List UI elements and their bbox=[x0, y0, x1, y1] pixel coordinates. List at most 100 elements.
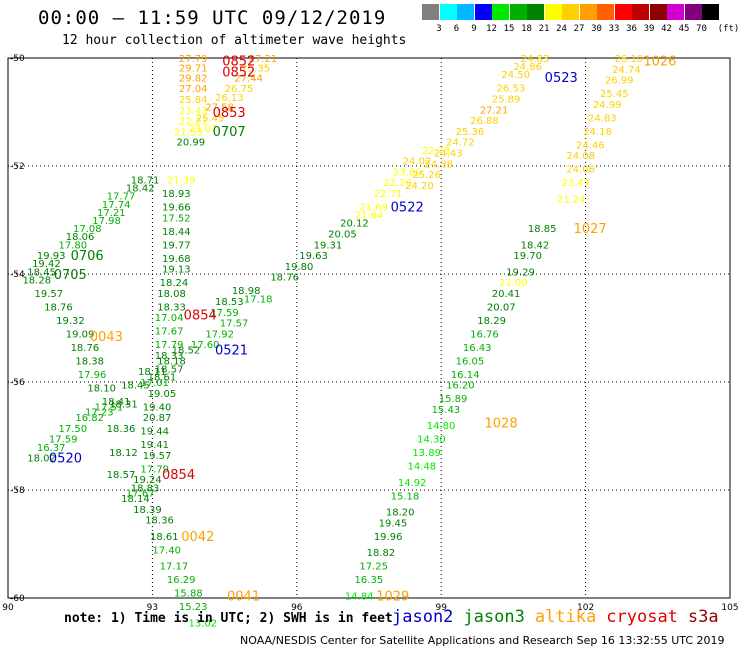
swh-value: 18.44 bbox=[162, 227, 191, 238]
swh-value: 16.14 bbox=[451, 370, 480, 381]
swh-value: 16.37 bbox=[37, 443, 66, 454]
swh-value: 18.76 bbox=[71, 343, 100, 354]
lat-tick-label: -56 bbox=[10, 378, 25, 388]
scale-swatch bbox=[439, 4, 457, 20]
scale-label: 36 bbox=[626, 24, 637, 34]
satellite-legend: jason2 jason3 altika cryosat s3a bbox=[392, 607, 729, 627]
swh-value: 18.83 bbox=[131, 483, 160, 494]
lat-tick-label: -58 bbox=[10, 486, 25, 496]
pass-time-label: 0041 bbox=[227, 589, 260, 604]
scale-label: 15 bbox=[503, 24, 515, 34]
scale-label: 9 bbox=[471, 24, 477, 34]
scale-label: 18 bbox=[521, 24, 532, 34]
swh-value: 18.10 bbox=[87, 383, 116, 394]
scale-swatch bbox=[562, 4, 579, 20]
swh-value: 23.80 bbox=[393, 167, 422, 178]
swh-value: 18.02 bbox=[27, 454, 56, 465]
swh-value: 17.67 bbox=[126, 489, 155, 500]
swh-value: 29.82 bbox=[179, 73, 208, 84]
swh-value: 24.74 bbox=[612, 65, 641, 76]
swh-value: 27.21 bbox=[480, 105, 509, 116]
swh-value: 16.05 bbox=[456, 356, 485, 367]
map-subtitle: 12 hour collection of altimeter wave hei… bbox=[62, 33, 407, 48]
swh-value: 13.89 bbox=[412, 448, 441, 459]
lon-tick-label: 93 bbox=[147, 603, 158, 613]
scale-label: 21 bbox=[538, 24, 550, 34]
lon-tick-label: 96 bbox=[291, 603, 303, 613]
swh-value: 18.57 bbox=[107, 470, 136, 481]
scale-label: 3 bbox=[436, 24, 442, 34]
swh-value: 17.25 bbox=[359, 562, 388, 573]
swh-value: 19.45 bbox=[379, 518, 408, 529]
swh-value: 18.36 bbox=[145, 516, 174, 527]
swh-value: 18.11 bbox=[138, 367, 167, 378]
swh-value: 25.26 bbox=[412, 170, 441, 181]
pass-time-label: 0706 bbox=[71, 249, 104, 264]
swh-value: 17.52 bbox=[162, 213, 191, 224]
swh-value: 24.06 bbox=[566, 165, 595, 176]
swh-value: 23.07 bbox=[189, 124, 218, 135]
pass-time-label: 0852 bbox=[222, 66, 255, 81]
plot-frame bbox=[7, 57, 731, 599]
swh-value: 17.51 bbox=[95, 402, 124, 413]
swh-value: 24.18 bbox=[583, 127, 612, 138]
swh-value: 17.50 bbox=[59, 424, 88, 435]
lat-tick-label: -54 bbox=[10, 270, 25, 280]
swh-value: 21.69 bbox=[359, 203, 388, 214]
swh-value: 19.68 bbox=[162, 254, 191, 265]
swh-value: 24.72 bbox=[446, 138, 475, 149]
lat-tick-label: -52 bbox=[10, 162, 25, 172]
pass-time-label: 0520 bbox=[49, 452, 82, 467]
scale-swatch bbox=[649, 4, 667, 20]
pass-time-label: 0854 bbox=[162, 468, 195, 483]
swh-value: 18.29 bbox=[477, 316, 506, 327]
swh-value: 17.74 bbox=[102, 200, 131, 211]
lon-tick-label: 105 bbox=[721, 603, 738, 613]
lon-tick-label: 99 bbox=[435, 603, 447, 613]
swh-value: 26.13 bbox=[215, 93, 244, 104]
pass-time-label: 1029 bbox=[376, 589, 409, 604]
swh-value: 17.08 bbox=[73, 224, 102, 235]
scale-swatch bbox=[579, 4, 597, 20]
swh-value: 20.12 bbox=[340, 219, 369, 230]
swh-value: 18.61 bbox=[150, 532, 179, 543]
map-title: 00:00 – 11:59 UTC 09/12/2019 bbox=[38, 7, 387, 29]
swh-value: 19.44 bbox=[140, 427, 169, 438]
pass-time-label: 0522 bbox=[391, 201, 424, 216]
swh-value: 18.53 bbox=[215, 297, 244, 308]
swh-value: 15.18 bbox=[391, 491, 420, 502]
swh-value: 18.33 bbox=[157, 302, 186, 313]
scale-swatch bbox=[632, 4, 649, 20]
swh-value: 27.44 bbox=[234, 73, 263, 84]
swh-value: 24.43 bbox=[434, 149, 463, 160]
swh-value: 17.57 bbox=[220, 319, 249, 330]
swh-value: 26.88 bbox=[470, 116, 499, 127]
scale-label: 42 bbox=[661, 24, 672, 34]
swh-value: 20.99 bbox=[176, 138, 205, 149]
swh-value: 18.61 bbox=[148, 373, 177, 384]
swh-value: 14.30 bbox=[417, 435, 446, 446]
swh-value: 19.57 bbox=[34, 289, 63, 300]
swh-value: 18.39 bbox=[133, 505, 162, 516]
swh-value: 17.01 bbox=[140, 378, 169, 389]
scale-swatch bbox=[509, 4, 527, 20]
swh-value: 18.45 bbox=[27, 267, 56, 278]
swh-value: 19.80 bbox=[285, 262, 314, 273]
lat-tick-label: -60 bbox=[10, 594, 25, 604]
swh-value: 17.80 bbox=[59, 240, 88, 251]
scale-swatch bbox=[702, 4, 719, 20]
swh-value: 14.80 bbox=[427, 421, 456, 432]
swh-value: 17.79 bbox=[155, 340, 184, 351]
swh-value: 18.14 bbox=[121, 494, 150, 505]
swh-value: 19.63 bbox=[299, 251, 328, 262]
pass-time-label: 0707 bbox=[213, 125, 246, 140]
swh-value: 24.46 bbox=[576, 140, 605, 151]
swh-value: 18.36 bbox=[107, 424, 136, 435]
swh-value: 17.18 bbox=[244, 294, 273, 305]
swh-value: 24.02 bbox=[403, 157, 432, 168]
scale-swatch bbox=[614, 4, 632, 20]
scale-swatch bbox=[527, 4, 544, 20]
swh-value: 16.82 bbox=[75, 413, 104, 424]
swh-value: 17.04 bbox=[155, 313, 184, 324]
